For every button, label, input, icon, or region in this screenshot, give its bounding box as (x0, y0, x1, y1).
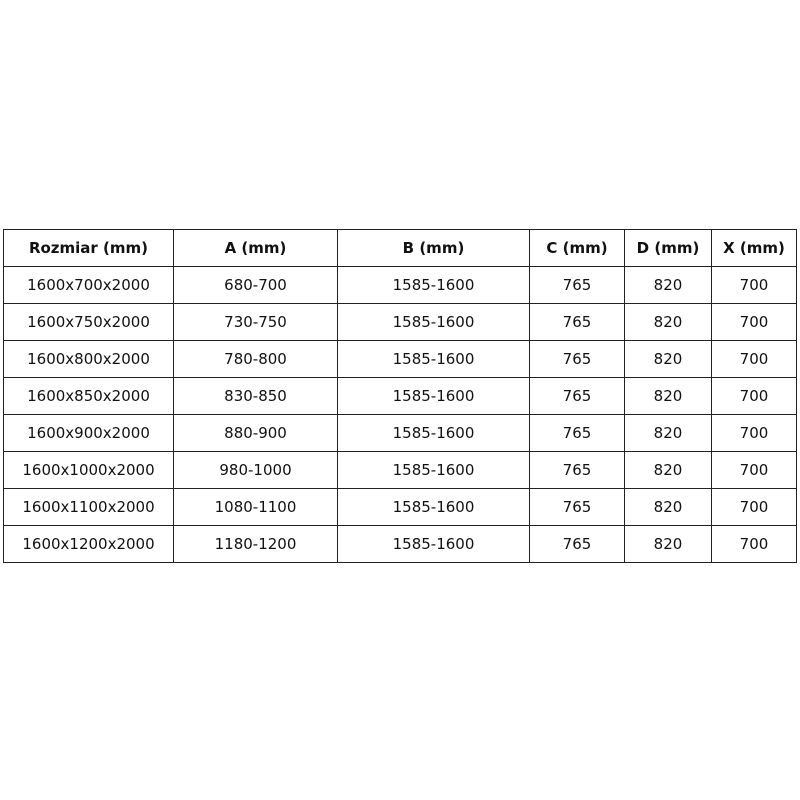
table-cell: 1585-1600 (337, 303, 530, 341)
table-row: 1600x850x2000 830-850 1585-1600 765 820 700 (3, 377, 797, 415)
table-cell: 700 (711, 525, 797, 563)
table-cell: 980-1000 (173, 451, 338, 489)
table-cell: 765 (529, 414, 625, 452)
header-cell: B (mm) (337, 229, 530, 267)
table-cell: 765 (529, 377, 625, 415)
table-cell: 820 (624, 266, 712, 304)
table-cell: 1600x850x2000 (3, 377, 174, 415)
table-cell: 1585-1600 (337, 451, 530, 489)
table-cell: 1585-1600 (337, 525, 530, 563)
table-row: 1600x1000x2000 980-1000 1585-1600 765 820 700 (3, 451, 797, 489)
table-cell: 765 (529, 303, 625, 341)
header-cell: Rozmiar (mm) (3, 229, 174, 267)
table-cell: 700 (711, 340, 797, 378)
table-cell: 765 (529, 451, 625, 489)
table-cell: 1080-1100 (173, 488, 338, 526)
header-cell: D (mm) (624, 229, 712, 267)
table-cell: 820 (624, 488, 712, 526)
table-cell: 880-900 (173, 414, 338, 452)
table-cell: 680-700 (173, 266, 338, 304)
table-cell: 1600x900x2000 (3, 414, 174, 452)
table-cell: 1585-1600 (337, 377, 530, 415)
table-cell: 820 (624, 451, 712, 489)
header-cell: C (mm) (529, 229, 625, 267)
table-cell: 730-750 (173, 303, 338, 341)
table-cell: 1585-1600 (337, 340, 530, 378)
table-cell: 700 (711, 303, 797, 341)
table-cell: 820 (624, 414, 712, 452)
table-row: 1600x750x2000 730-750 1585-1600 765 820 700 (3, 303, 797, 341)
table-cell: 1600x750x2000 (3, 303, 174, 341)
table-cell: 700 (711, 266, 797, 304)
table-cell: 780-800 (173, 340, 338, 378)
header-row: Rozmiar (mm) A (mm) B (mm) C (mm) D (mm) X (m… (3, 229, 797, 267)
table-cell: 765 (529, 488, 625, 526)
table-cell: 700 (711, 451, 797, 489)
table-cell: 700 (711, 414, 797, 452)
table-cell: 1585-1600 (337, 266, 530, 304)
header-cell: X (mm) (711, 229, 797, 267)
size-table: Rozmiar (mm) A (mm) B (mm) C (mm) D (mm) X (m… (3, 229, 797, 563)
table-row: 1600x1100x2000 1080-1100 1585-1600 765 820 70… (3, 488, 797, 526)
table-row: 1600x700x2000 680-700 1585-1600 765 820 700 (3, 266, 797, 304)
table-cell: 1585-1600 (337, 414, 530, 452)
table-cell: 1180-1200 (173, 525, 338, 563)
table-row: 1600x900x2000 880-900 1585-1600 765 820 700 (3, 414, 797, 452)
table-cell: 830-850 (173, 377, 338, 415)
table-cell: 765 (529, 266, 625, 304)
table-cell: 1600x1200x2000 (3, 525, 174, 563)
header-cell: A (mm) (173, 229, 338, 267)
table-cell: 1600x800x2000 (3, 340, 174, 378)
table-cell: 1600x1000x2000 (3, 451, 174, 489)
table-body: 1600x700x2000 680-700 1585-1600 765 820 700 16… (3, 266, 797, 563)
table-cell: 820 (624, 377, 712, 415)
table-cell: 700 (711, 377, 797, 415)
table-cell: 765 (529, 525, 625, 563)
table-cell: 820 (624, 340, 712, 378)
table-cell: 1585-1600 (337, 488, 530, 526)
table-cell: 1600x1100x2000 (3, 488, 174, 526)
table-row: 1600x800x2000 780-800 1585-1600 765 820 700 (3, 340, 797, 378)
table-cell: 820 (624, 525, 712, 563)
table-cell: 765 (529, 340, 625, 378)
table-cell: 820 (624, 303, 712, 341)
table-cell: 700 (711, 488, 797, 526)
table-row: 1600x1200x2000 1180-1200 1585-1600 765 820 70… (3, 525, 797, 563)
table-cell: 1600x700x2000 (3, 266, 174, 304)
